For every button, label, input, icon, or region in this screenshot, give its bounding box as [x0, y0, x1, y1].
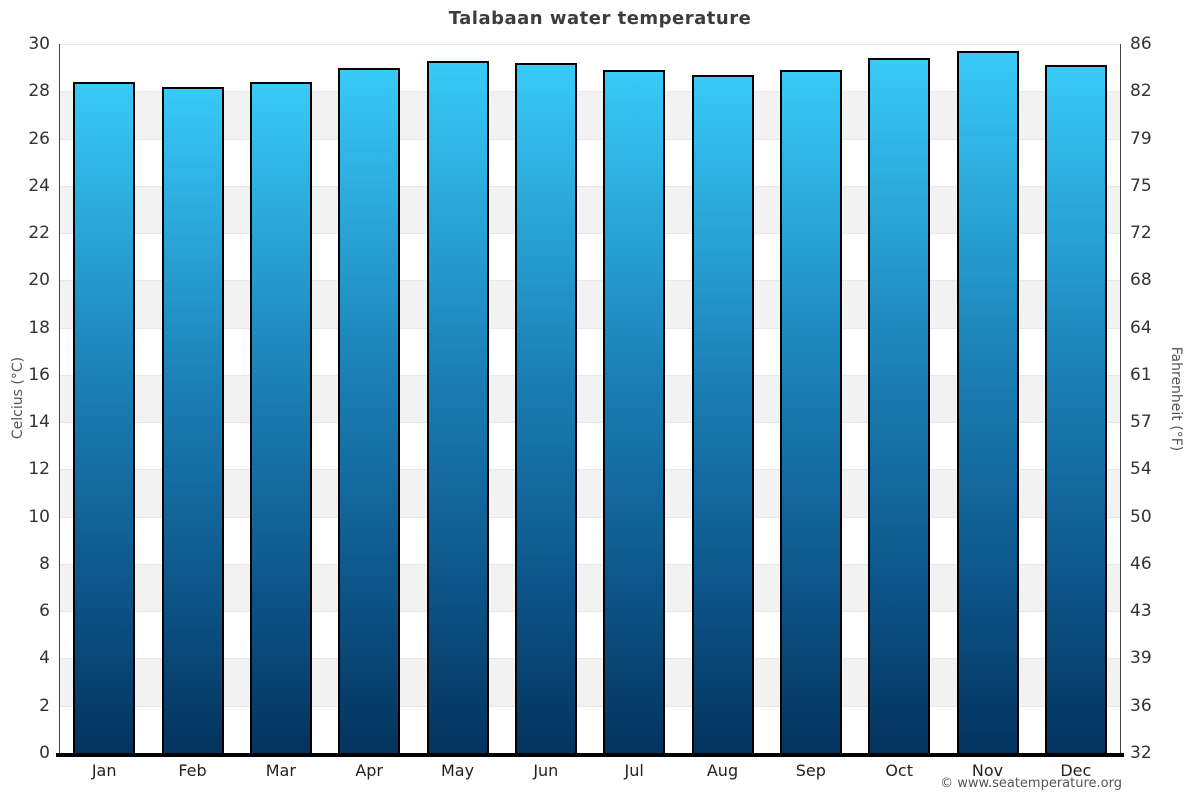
bar-jun[interactable]: [514, 62, 577, 753]
gridline: [60, 469, 1120, 470]
y-tick-label-fahrenheit: 57: [1130, 412, 1152, 433]
bar-jul[interactable]: [603, 69, 666, 753]
y-tick-label-fahrenheit: 64: [1130, 317, 1152, 338]
y-tick-label-celsius: 28: [28, 81, 50, 102]
x-tick-label-jan: Jan: [91, 761, 117, 780]
gridline: [60, 280, 1120, 281]
y-tick-label-fahrenheit: 50: [1130, 506, 1152, 527]
x-tick-label-aug: Aug: [706, 761, 739, 780]
y-tick-label-celsius: 14: [28, 412, 50, 433]
plot-area: [60, 44, 1120, 754]
bar-oct[interactable]: [868, 58, 931, 753]
bar-aug[interactable]: [691, 74, 754, 753]
gridline: [60, 328, 1120, 329]
y-tick-label-fahrenheit: 46: [1130, 553, 1152, 574]
grid-band: [60, 185, 1120, 234]
bar-dec[interactable]: [1044, 65, 1107, 753]
x-tick-label-jul: Jul: [624, 761, 644, 780]
grid-band: [60, 469, 1120, 517]
bar-mar[interactable]: [249, 81, 312, 753]
y-axis-title-fahrenheit: Fahrenheit (°F): [1168, 346, 1184, 452]
bar-sep[interactable]: [779, 69, 842, 753]
grid-band: [60, 658, 1120, 706]
y-tick-label-fahrenheit: 75: [1130, 175, 1152, 196]
gridline: [60, 44, 1120, 45]
y-axis-title-celsius: Celcius (°C): [10, 356, 26, 440]
y-tick-label-fahrenheit: 39: [1130, 648, 1152, 669]
y-tick-label-celsius: 10: [28, 506, 50, 527]
gridline: [60, 611, 1120, 612]
x-axis-baseline: [56, 753, 1124, 757]
x-tick-label-mar: Mar: [265, 761, 296, 780]
y-tick-label-celsius: 2: [39, 695, 50, 716]
bar-nov[interactable]: [956, 51, 1019, 753]
gridline: [60, 517, 1120, 518]
grid-band: [60, 374, 1120, 423]
y-tick-label-celsius: 26: [28, 128, 50, 149]
x-tick-label-may: May: [440, 761, 475, 780]
y-tick-label-celsius: 4: [39, 648, 50, 669]
gridline: [60, 564, 1120, 565]
y-tick-label-celsius: 30: [28, 34, 50, 54]
y-tick-label-celsius: 0: [39, 743, 50, 763]
y-axis-line-right: [1120, 44, 1121, 753]
y-tick-label-celsius: 22: [28, 223, 50, 244]
gridline: [60, 91, 1120, 92]
grid-band: [60, 563, 1120, 612]
y-tick-label-celsius: 6: [39, 601, 50, 622]
y-tick-label-fahrenheit: 82: [1130, 81, 1152, 102]
y-tick-label-fahrenheit: 72: [1130, 223, 1152, 244]
y-tick-label-fahrenheit: 54: [1130, 459, 1152, 480]
x-tick-label-feb: Feb: [178, 761, 207, 780]
y-tick-label-fahrenheit: 79: [1130, 128, 1152, 149]
copyright-link[interactable]: © www.seatemperature.org: [940, 776, 1122, 791]
gridline: [60, 233, 1120, 234]
y-tick-label-fahrenheit: 36: [1130, 695, 1152, 716]
x-tick-label-jun: Jun: [533, 761, 559, 780]
y-tick-label-celsius: 16: [28, 364, 50, 385]
y-tick-label-celsius: 12: [28, 459, 50, 480]
gridline: [60, 186, 1120, 187]
grid-band: [60, 91, 1120, 139]
gridline: [60, 375, 1120, 376]
x-tick-label-oct: Oct: [885, 761, 913, 780]
gridline: [60, 422, 1120, 423]
bar-may[interactable]: [426, 60, 489, 753]
bar-jan[interactable]: [73, 81, 136, 753]
y-tick-label-celsius: 8: [39, 553, 50, 574]
y-tick-label-celsius: 18: [28, 317, 50, 338]
y-axis-line-left: [59, 44, 60, 753]
y-tick-label-fahrenheit: 86: [1130, 34, 1152, 54]
x-tick-label-dec: Dec: [1060, 761, 1092, 780]
bar-feb[interactable]: [161, 86, 224, 753]
gridline: [60, 658, 1120, 659]
bar-apr[interactable]: [338, 67, 401, 753]
x-tick-label-apr: Apr: [355, 761, 383, 780]
grid-band: [60, 280, 1120, 328]
x-tick-label-sep: Sep: [795, 761, 826, 780]
x-tick-label-nov: Nov: [971, 761, 1004, 780]
gridline: [60, 706, 1120, 707]
y-tick-label-fahrenheit: 68: [1130, 270, 1152, 291]
gridline: [60, 139, 1120, 140]
y-tick-label-fahrenheit: 43: [1130, 601, 1152, 622]
chart-title: Talabaan water temperature: [448, 8, 752, 29]
y-tick-label-celsius: 24: [28, 175, 50, 196]
y-tick-label-celsius: 20: [28, 270, 50, 291]
y-tick-label-fahrenheit: 32: [1130, 743, 1152, 763]
y-tick-label-fahrenheit: 61: [1130, 364, 1152, 385]
